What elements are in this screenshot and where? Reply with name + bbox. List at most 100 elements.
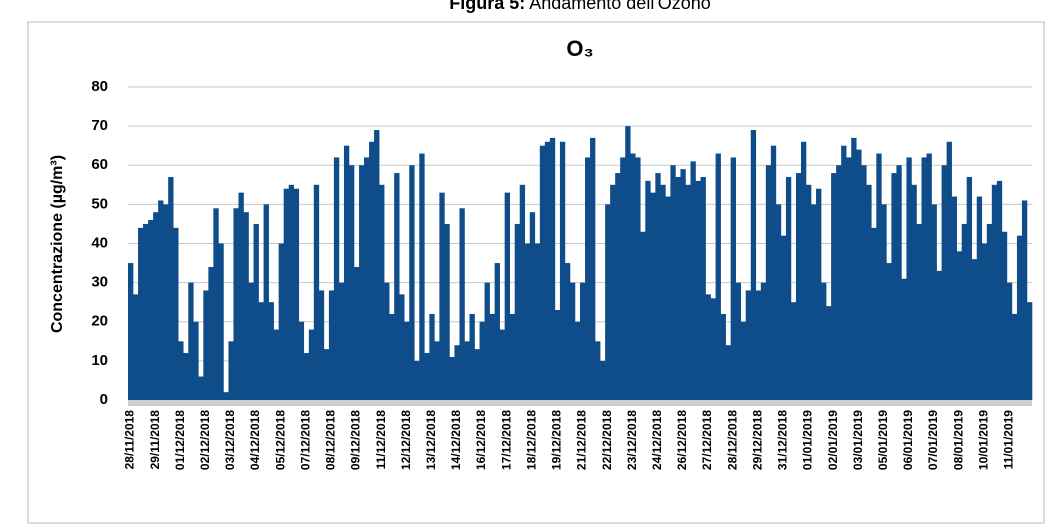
- bar: [951, 196, 957, 400]
- bar: [524, 243, 531, 400]
- bar: [208, 266, 214, 400]
- bar: [991, 184, 998, 400]
- x-tick-label: 21/12/2018: [575, 410, 589, 470]
- bar: [660, 184, 666, 400]
- bar: [519, 184, 526, 400]
- bar: [148, 220, 154, 400]
- bar: [580, 282, 586, 400]
- bar: [846, 157, 852, 400]
- bar: [821, 282, 827, 400]
- bar: [981, 243, 988, 400]
- bar: [605, 204, 611, 400]
- y-tick-label: 10: [91, 352, 108, 369]
- bar: [384, 282, 390, 400]
- bar: [323, 349, 330, 400]
- bar: [795, 173, 802, 400]
- bar: [916, 223, 922, 400]
- bar: [338, 282, 345, 400]
- bar: [258, 302, 264, 400]
- bar: [585, 157, 591, 400]
- bar: [459, 208, 465, 400]
- x-tick-label: 11/12/2018: [374, 410, 388, 470]
- labels: 0 10 20 30 40 50 60 70 80 28/11/2018 29/11/2018 01/…: [91, 78, 1015, 470]
- bar: [263, 204, 269, 400]
- bar: [569, 282, 576, 400]
- bar: [986, 223, 993, 400]
- bar: [770, 145, 777, 400]
- x-tick-label: 18/12/2018: [524, 410, 538, 470]
- bar: [921, 157, 927, 400]
- bar: [298, 321, 305, 400]
- bar: [223, 392, 229, 400]
- bar: [775, 204, 782, 400]
- bar: [248, 282, 254, 400]
- bar: [163, 204, 169, 400]
- x-tick-label: 27/12/2018: [700, 410, 714, 470]
- bar: [856, 149, 862, 400]
- bar: [720, 313, 726, 400]
- y-tick-label: 80: [91, 78, 108, 95]
- bar: [278, 243, 284, 400]
- bar: [961, 223, 968, 400]
- bar: [946, 141, 952, 400]
- bar: [328, 290, 335, 400]
- bar: [806, 184, 812, 400]
- bars: [128, 126, 1033, 401]
- bar: [680, 169, 686, 400]
- bar: [268, 302, 274, 400]
- chart-frame: [27, 21, 1045, 524]
- x-tick-label: 06/01/2019: [901, 410, 915, 470]
- bar: [841, 145, 847, 400]
- bar: [670, 165, 676, 400]
- bar: [128, 263, 134, 400]
- bar: [559, 141, 566, 400]
- bar: [926, 153, 932, 400]
- bar: [429, 313, 435, 400]
- bar: [800, 141, 807, 400]
- bar: [811, 204, 817, 400]
- x-tick-label: 03/01/2019: [851, 410, 865, 470]
- bar: [348, 165, 355, 400]
- bar: [549, 137, 556, 401]
- bar: [374, 130, 380, 400]
- y-tick-label: 20: [91, 313, 108, 330]
- x-tick-label: 05/01/2019: [876, 410, 890, 470]
- x-tick-label: 07/01/2019: [926, 410, 940, 470]
- bar: [790, 302, 797, 400]
- x-tick-label: 02/01/2019: [826, 410, 840, 470]
- bar: [359, 165, 365, 400]
- bar: [153, 212, 159, 400]
- bar: [474, 349, 480, 400]
- bar: [218, 243, 224, 400]
- bar: [479, 321, 485, 400]
- x-tick-label: 13/12/2018: [424, 410, 438, 470]
- x-tick-label: 01/01/2019: [801, 410, 815, 470]
- bar: [288, 184, 295, 400]
- bar: [564, 263, 571, 400]
- x-tick-label: 28/11/2018: [123, 410, 137, 470]
- bar: [871, 227, 877, 400]
- bar: [931, 204, 937, 400]
- bar: [158, 200, 164, 400]
- bar: [715, 153, 721, 400]
- x-tick-label: 07/12/2018: [298, 410, 312, 470]
- bar: [529, 212, 536, 400]
- x-axis-band: [128, 400, 1032, 406]
- bar: [831, 173, 837, 400]
- x-tick-label: 16/12/2018: [474, 410, 488, 470]
- bar: [976, 196, 983, 400]
- bar: [198, 376, 204, 400]
- bar: [685, 184, 691, 400]
- bar: [655, 173, 661, 400]
- bar: [439, 192, 445, 400]
- bar: [861, 165, 867, 400]
- bar: [901, 278, 907, 400]
- bar: [1016, 235, 1023, 400]
- bar: [193, 321, 199, 400]
- bar: [640, 231, 646, 400]
- bar: [544, 141, 551, 400]
- x-tick-label: 17/12/2018: [499, 410, 513, 470]
- bar: [956, 251, 962, 400]
